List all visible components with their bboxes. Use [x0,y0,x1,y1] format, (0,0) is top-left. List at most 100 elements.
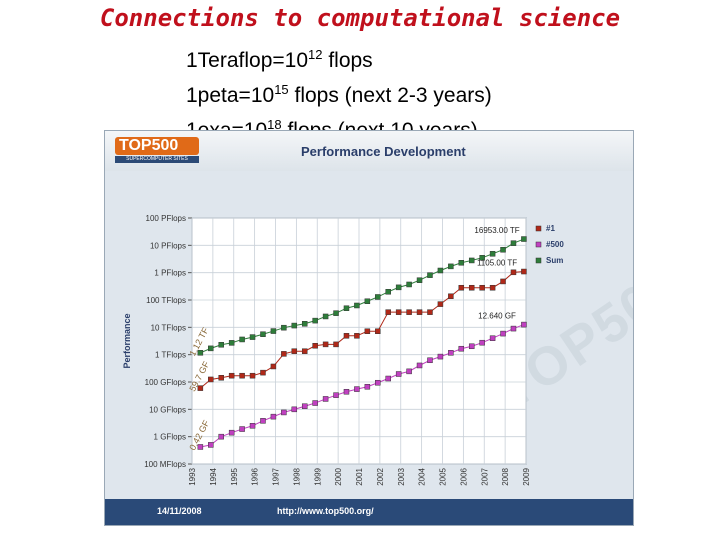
data-point-n1 [427,309,433,315]
data-point-n500 [208,442,214,448]
data-point-n500 [239,426,245,432]
panel-header: TOP500 SUPERCOMPUTER SITES Performance D… [105,131,633,171]
x-tick-label: 2009 [522,467,531,485]
data-point-sum [427,272,433,278]
data-point-n1 [489,284,496,291]
data-point-n1 [312,342,318,349]
data-point-sum [354,302,360,309]
x-tick-label: 2002 [376,467,385,485]
data-point-sum [521,236,527,242]
x-tick-label: 2005 [439,467,448,485]
legend-entry: #1 [546,224,555,233]
y-tick-label: 1 TFlops [155,351,186,360]
y-tick-label: 100 GFlops [145,378,186,387]
data-point-sum [208,345,214,352]
footer-url: http://www.top500.org/ [277,506,374,516]
x-tick-label: 1997 [272,467,281,485]
data-point-sum [270,328,277,334]
data-point-sum [479,255,485,261]
data-point-sum [239,336,245,343]
logo-subtitle: SUPERCOMPUTER SITES [115,156,199,163]
data-point-sum [291,322,298,329]
y-tick-label: 100 MFlops [144,460,186,469]
data-point-n500 [458,345,465,352]
data-point-sum [301,321,308,327]
x-tick-label: 1994 [209,467,218,485]
data-point-n1 [239,372,245,379]
data-point-n1 [521,268,527,275]
x-tick-label: 2006 [459,467,468,485]
data-point-n500 [395,371,402,377]
data-point-n500 [416,362,423,369]
chart-title: Performance Development [301,144,466,159]
data-point-sum [364,298,371,305]
y-tick-label: 100 TFlops [146,296,186,305]
data-point-n1 [510,269,517,276]
data-point-n1 [500,278,506,285]
data-point-n1 [249,372,256,379]
x-tick-label: 1993 [188,467,197,485]
y-tick-label: 10 GFlops [149,405,186,414]
data-point-n500 [385,375,391,382]
data-point-n500 [479,339,485,346]
data-point-n500 [228,429,235,436]
data-point-n500 [197,444,204,450]
data-point-n1 [375,328,381,334]
data-label: 16953.00 TF [474,226,519,235]
data-point-n1 [260,369,266,376]
data-point-sum [406,281,412,288]
data-point-n1 [437,301,444,307]
data-point-n1 [406,309,412,315]
data-point-n500 [437,353,444,360]
data-point-sum [260,331,266,337]
x-tick-label: 2004 [418,467,427,485]
data-point-sum [343,305,350,311]
top500-logo: TOP500 SUPERCOMPUTER SITES [115,137,199,163]
performance-chart: 100 MFlops 1 GFlops 10 GFlops 100 GFlops 1 T… [122,214,564,486]
legend-swatch [535,257,542,264]
data-point-n500 [218,433,224,440]
data-point-n1 [479,284,485,291]
data-label: 1105.00 TF [477,259,517,268]
data-point-sum [322,313,329,320]
data-point-n500 [249,423,256,429]
data-point-sum [489,251,496,257]
data-point-sum [510,240,517,246]
data-point-n1 [301,348,308,354]
x-tick-label: 2008 [501,467,510,485]
data-point-n1 [291,348,298,354]
y-tick-label: 1 PFlops [154,269,186,278]
data-point-sum [468,257,475,264]
data-point-n1 [208,376,214,383]
data-point-n500 [448,350,454,356]
data-point-n1 [395,309,402,315]
data-point-n500 [406,368,412,375]
legend-swatch [535,241,542,248]
data-point-sum [458,260,465,266]
legend-entry: Sum [546,256,563,265]
bullet-petaflop: 1peta=1015 flops (next 2-3 years) [186,82,492,107]
data-point-n500 [468,343,475,350]
x-tick-label: 1996 [251,467,260,485]
data-point-n1 [468,284,475,291]
legend-entry: #500 [546,240,564,249]
data-point-n500 [500,330,506,337]
data-point-n500 [322,396,329,402]
data-point-n1 [458,284,465,291]
slide-title: Connections to computational science [99,4,621,32]
y-tick-label: 1 GFlops [154,433,186,442]
x-tick-label: 2001 [355,467,364,485]
data-point-n1 [281,351,287,357]
bullet-teraflop: 1Teraflop=1012 flops [186,47,373,72]
data-point-n1 [218,375,224,381]
data-point-n1 [354,333,360,339]
data-point-n500 [301,403,308,409]
data-point-n1 [385,309,391,315]
data-point-sum [416,277,423,283]
data-point-n500 [291,406,298,413]
data-point-sum [281,324,287,331]
data-point-n500 [489,335,496,341]
data-point-n1 [364,328,371,334]
data-point-n500 [375,379,381,386]
x-tick-label: 2003 [397,467,406,485]
